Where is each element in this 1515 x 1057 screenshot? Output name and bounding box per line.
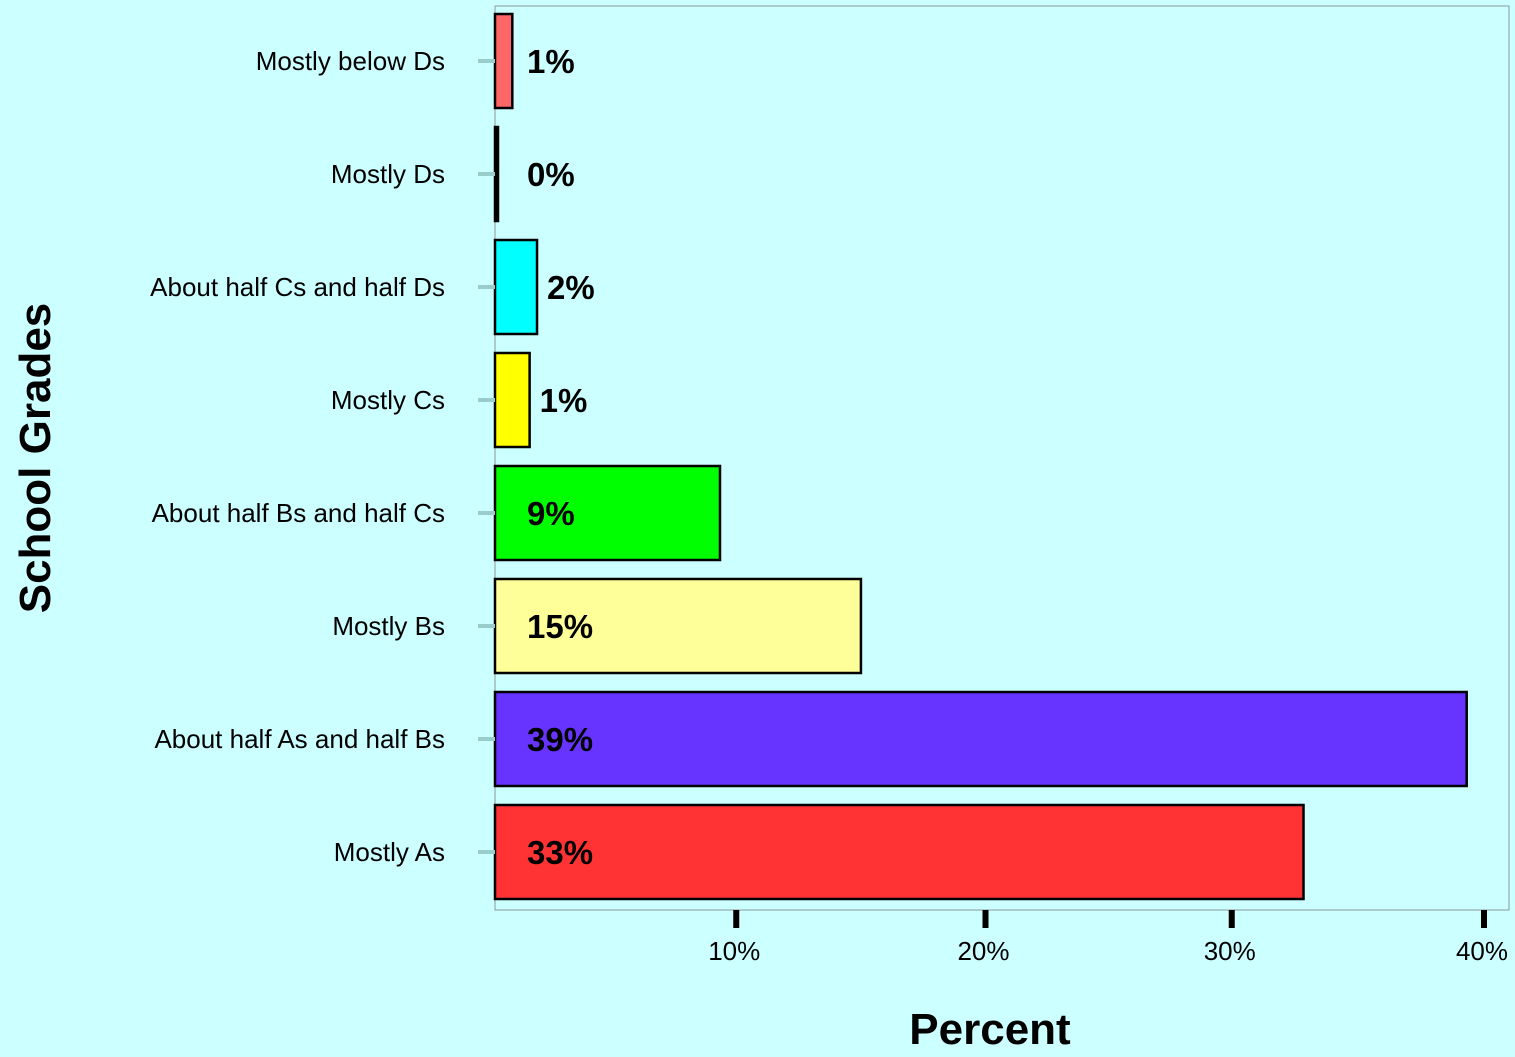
bar (493, 577, 863, 675)
y-tick-marks (478, 59, 495, 854)
bar (493, 12, 514, 110)
x-axis-title: Percent (909, 1005, 1071, 1054)
value-label: 15% (527, 608, 593, 645)
category-label: Mostly Ds (331, 159, 445, 189)
category-label: Mostly below Ds (256, 46, 445, 76)
x-tick-label: 10% (708, 936, 760, 966)
category-label: About half Cs and half Ds (150, 272, 445, 302)
category-label: About half Bs and half Cs (152, 498, 445, 528)
value-label: 1% (527, 43, 575, 80)
category-label: Mostly Cs (331, 385, 445, 415)
bar (493, 351, 531, 449)
x-tick-label: 30% (1204, 936, 1256, 966)
value-label: 0% (527, 156, 575, 193)
bar (493, 464, 722, 562)
category-label: Mostly Bs (332, 611, 445, 641)
value-label: 39% (527, 721, 593, 758)
bar (493, 238, 539, 336)
value-label: 9% (527, 495, 575, 532)
bar (493, 803, 1305, 901)
bar (493, 690, 1468, 788)
bar (493, 125, 500, 223)
value-label: 2% (547, 269, 595, 306)
y-axis-title: School Grades (11, 303, 60, 614)
category-label: About half As and half Bs (154, 724, 445, 754)
x-tick-label: 40% (1456, 936, 1508, 966)
category-label: Mostly As (334, 837, 445, 867)
x-tick-label: 20% (957, 936, 1009, 966)
value-label: 33% (527, 834, 593, 871)
value-labels: 1% 0% 2% 1% 9% 15% 39% 33% (527, 43, 595, 871)
bars-group (493, 12, 1468, 901)
category-labels: Mostly below Ds Mostly Ds About half Cs an… (150, 46, 445, 867)
value-label: 1% (540, 382, 588, 419)
x-ticks (733, 910, 1487, 928)
x-tick-labels: 10% 20% 30% 40% (708, 936, 1508, 966)
